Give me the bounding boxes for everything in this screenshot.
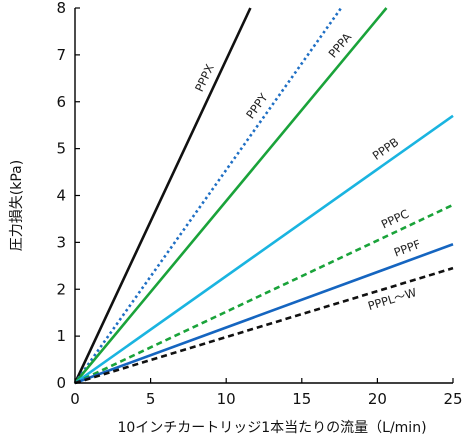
y-tick-label-6: 6 — [56, 93, 66, 111]
x-tick-label-0: 0 — [70, 390, 80, 408]
series-line-5 — [74, 243, 454, 385]
axis-lines — [74, 8, 453, 384]
series-line-3 — [74, 114, 454, 385]
series-label-2: PPPA — [326, 30, 355, 61]
x-tick-label-2: 10 — [217, 390, 236, 408]
axes — [74, 8, 453, 384]
x-tick-labels: 0 5 10 15 20 25 — [70, 378, 463, 408]
x-tick-label-1: 5 — [146, 390, 156, 408]
x-axis-title: 10インチカートリッジ1本当たりの流量（L/min) — [117, 420, 426, 436]
y-tick-label-7: 7 — [56, 46, 66, 64]
y-tick-label-2: 2 — [56, 280, 66, 298]
series-line-2 — [73, 7, 388, 384]
x-tick-label-5: 25 — [443, 390, 462, 408]
y-tick-label-1: 1 — [56, 327, 66, 345]
x-tick-label-4: 20 — [368, 390, 387, 408]
y-tick-label-8: 8 — [56, 0, 66, 17]
y-tick-label-4: 4 — [56, 187, 66, 205]
y-tick-label-5: 5 — [56, 140, 66, 158]
series-label-3: PPPB — [370, 135, 402, 163]
y-tick-label-3: 3 — [56, 233, 66, 251]
y-tick-labels: 0 1 2 3 4 5 6 7 8 — [56, 0, 80, 392]
y-axis-title: 圧力損失(kPa) — [9, 160, 25, 251]
series-label-1: PPPY — [243, 90, 271, 121]
x-tick-label-3: 15 — [292, 390, 311, 408]
series-line-6 — [74, 266, 454, 385]
y-tick-label-0: 0 — [56, 374, 66, 392]
series-line-0 — [73, 7, 252, 384]
series-layer — [73, 7, 454, 385]
series-label-6: PPPL～W — [366, 285, 418, 313]
